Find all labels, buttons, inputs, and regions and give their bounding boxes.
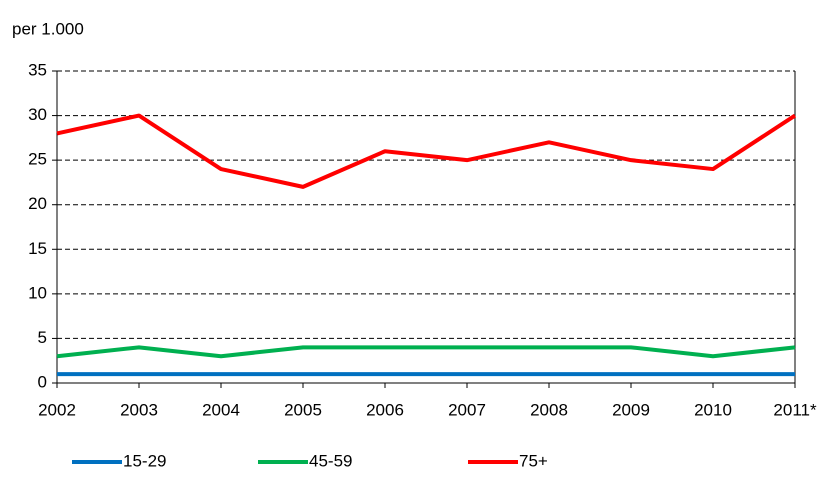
y-axis-label: per 1.000 <box>12 19 84 38</box>
y-tick-label: 15 <box>28 239 47 258</box>
x-tick-label: 2008 <box>530 400 568 419</box>
series-line <box>56 113 797 189</box>
y-tick-label: 25 <box>28 150 47 169</box>
x-tick-label: 2002 <box>38 400 76 419</box>
x-tick-label: 2003 <box>120 400 158 419</box>
y-tick-label: 30 <box>28 105 47 124</box>
legend-label: 15-29 <box>123 451 166 470</box>
x-tick-label: 2006 <box>366 400 404 419</box>
y-tick-label: 10 <box>28 283 47 302</box>
series-line <box>56 345 796 359</box>
legend-label: 45-59 <box>309 451 352 470</box>
x-tick-label: 2004 <box>202 400 240 419</box>
y-tick-label: 20 <box>28 194 47 213</box>
x-tick-label: 2011* <box>773 400 817 419</box>
x-tick-label: 2007 <box>448 400 486 419</box>
y-tick-label: 5 <box>38 328 47 347</box>
x-tick-label: 2009 <box>612 400 650 419</box>
y-tick-label: 35 <box>28 60 47 79</box>
x-tick-label: 2010 <box>694 400 732 419</box>
legend-label: 75+ <box>519 451 548 470</box>
x-tick-label: 2005 <box>284 400 322 419</box>
y-tick-label: 0 <box>38 372 47 391</box>
